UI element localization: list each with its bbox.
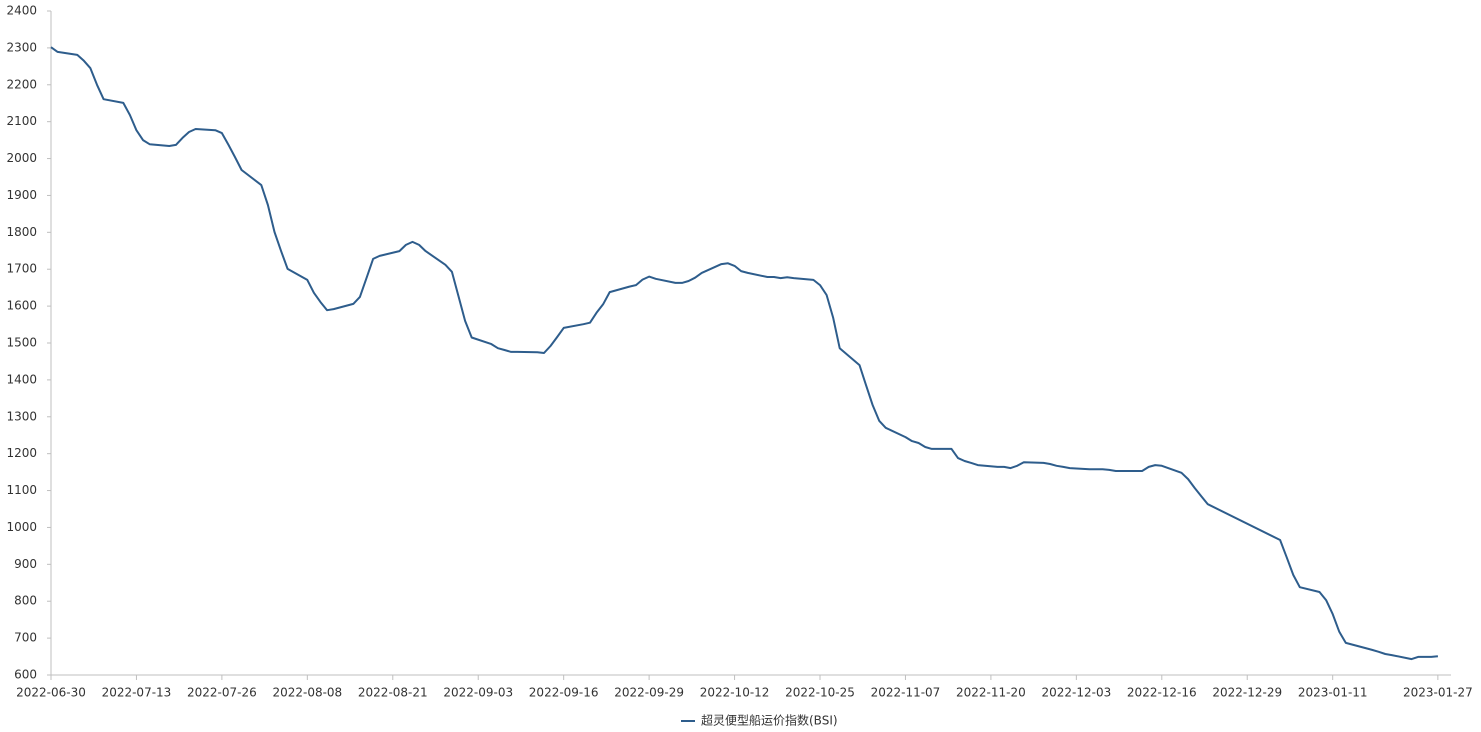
x-tick-label: 2022-10-25: [785, 686, 855, 700]
x-tick-label: 2022-12-03: [1041, 686, 1111, 700]
x-tick-label: 2022-08-08: [272, 686, 342, 700]
x-tick-label: 2022-12-16: [1127, 686, 1197, 700]
y-tick-label: 1600: [6, 299, 37, 313]
y-tick-label: 2300: [6, 40, 37, 54]
y-tick-label: 1700: [6, 262, 37, 276]
y-tick-label: 1800: [6, 225, 37, 239]
y-tick-label: 600: [14, 668, 37, 682]
y-tick-label: 2400: [6, 4, 37, 18]
y-tick-label: 2000: [6, 151, 37, 165]
y-tick-label: 1300: [6, 409, 37, 423]
x-tick-label: 2022-11-20: [956, 686, 1026, 700]
y-tick-label: 2200: [6, 77, 37, 91]
y-tick-label: 1400: [6, 372, 37, 386]
x-tick-label: 2022-09-29: [614, 686, 684, 700]
x-tick-label: 2022-07-13: [102, 686, 172, 700]
y-tick-label: 1900: [6, 188, 37, 202]
y-tick-label: 1100: [6, 483, 37, 497]
y-tick-label: 800: [14, 594, 37, 608]
x-tick-label: 2022-06-30: [16, 686, 86, 700]
y-tick-label: 700: [14, 631, 37, 645]
y-tick-label: 1200: [6, 446, 37, 460]
x-tick-label: 2022-07-26: [187, 686, 257, 700]
y-tick-label: 1000: [6, 520, 37, 534]
legend-label: 超灵便型船运价指数(BSI): [701, 713, 838, 728]
x-tick-label: 2022-12-29: [1212, 686, 1282, 700]
x-tick-label: 2022-09-03: [443, 686, 513, 700]
y-tick-label: 2100: [6, 114, 37, 128]
y-tick-label: 900: [14, 557, 37, 571]
x-tick-label: 2023-01-11: [1298, 686, 1368, 700]
y-tick-label: 1500: [6, 336, 37, 350]
x-tick-label: 2022-10-12: [700, 686, 770, 700]
x-tick-label: 2023-01-27: [1403, 686, 1473, 700]
x-tick-label: 2022-09-16: [529, 686, 599, 700]
line-series: [50, 46, 1439, 661]
x-tick-label: 2022-11-07: [871, 686, 941, 700]
x-tick-label: 2022-08-21: [358, 686, 428, 700]
